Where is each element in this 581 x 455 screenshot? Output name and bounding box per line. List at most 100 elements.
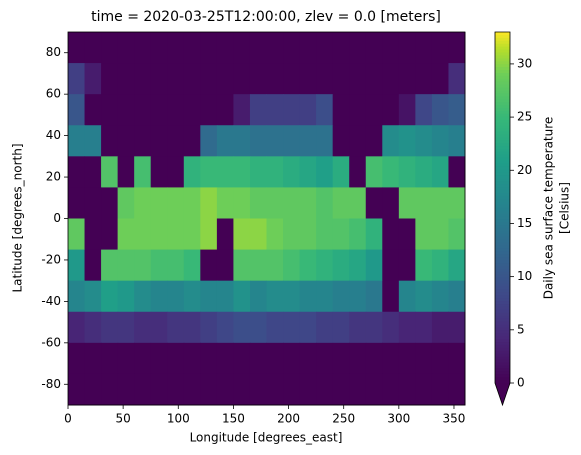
heatmap-cell — [150, 373, 168, 406]
heatmap-cell — [266, 249, 284, 282]
heatmap-cell — [233, 249, 251, 282]
heatmap-cell — [415, 32, 433, 64]
colorbar-segment — [495, 116, 510, 121]
colorbar-segment — [495, 108, 510, 112]
heatmap-cell — [431, 125, 449, 157]
heatmap-cell — [101, 280, 119, 313]
heatmap-cell — [249, 94, 267, 126]
heatmap-cell — [84, 249, 102, 282]
heatmap-cell — [415, 249, 433, 282]
heatmap-cell — [398, 249, 416, 282]
colorbar-segment — [495, 315, 510, 320]
colorbar-segment — [495, 283, 510, 287]
x-axis-label: Longitude [degrees_east] — [190, 431, 343, 445]
y-tick-label: -60 — [41, 335, 61, 349]
colorbar-segment — [495, 239, 510, 244]
colorbar-segment — [495, 93, 510, 97]
heatmap-cell — [216, 156, 234, 188]
heatmap-cell — [382, 187, 400, 219]
heatmap-cell — [249, 280, 267, 313]
colorbar-segment — [495, 175, 510, 179]
heatmap-cell — [349, 280, 367, 313]
colorbar-segment — [495, 113, 510, 118]
heatmap-cell — [266, 187, 284, 219]
colorbar-segment — [495, 286, 510, 290]
heatmap-cell — [117, 249, 135, 282]
colorbar-segment — [495, 236, 510, 241]
heatmap-cell — [266, 342, 284, 375]
colorbar-segment — [495, 64, 510, 68]
heatmap-cell — [216, 249, 234, 282]
heatmap-cell — [68, 249, 86, 282]
heatmap-cell — [216, 94, 234, 126]
heatmap-cell — [283, 125, 301, 157]
heatmap-cell — [233, 342, 251, 375]
heatmap-cell — [365, 156, 383, 188]
colorbar-tick-label: 25 — [517, 110, 532, 124]
heatmap-cell — [448, 32, 466, 64]
heatmap-cell — [200, 32, 218, 64]
heatmap-cell — [299, 94, 317, 126]
heatmap-cell — [266, 125, 284, 157]
heatmap-cell — [167, 373, 185, 406]
colorbar-segment — [495, 143, 510, 147]
heatmap-cell — [448, 94, 466, 126]
heatmap-cell — [249, 156, 267, 188]
heatmap-cell — [84, 342, 102, 375]
heatmap-cell — [349, 373, 367, 406]
heatmap-cell — [101, 311, 119, 344]
y-tick-label: 80 — [46, 45, 61, 59]
heatmap-cell — [68, 94, 86, 126]
colorbar-segment — [495, 292, 510, 296]
heatmap-cell — [84, 187, 102, 219]
heatmap-cell — [216, 311, 234, 344]
colorbar-tick-label: 15 — [517, 216, 532, 230]
heatmap-cell — [150, 94, 168, 126]
heatmap-cell — [283, 156, 301, 188]
colorbar-segment — [495, 347, 510, 352]
colorbar-segment — [495, 233, 510, 238]
colorbar-segment — [495, 251, 510, 255]
heatmap-cell — [415, 373, 433, 406]
heatmap-cell — [299, 373, 317, 406]
heatmap-cell — [183, 342, 201, 375]
heatmap-cell — [249, 125, 267, 157]
heatmap-cell — [117, 342, 135, 375]
colorbar-segment — [495, 99, 510, 103]
heatmap-cell — [249, 373, 267, 406]
colorbar-segment — [495, 37, 510, 42]
heatmap-cell — [299, 342, 317, 375]
heatmap-cell — [134, 94, 152, 126]
heatmap-cell — [84, 63, 102, 95]
colorbar-segment — [495, 230, 510, 235]
heatmap-cell — [316, 280, 334, 313]
colorbar-segment — [495, 192, 510, 197]
colorbar-segment — [495, 242, 510, 247]
colorbar-segment — [495, 49, 510, 53]
heatmap-cell — [283, 342, 301, 375]
heatmap-cell — [316, 32, 334, 64]
heatmap-cell — [183, 218, 201, 251]
heatmap-cell — [415, 156, 433, 188]
colorbar-segment — [495, 254, 510, 258]
x-tick-label: 100 — [167, 412, 190, 426]
heatmap-cell — [200, 63, 218, 95]
heatmap-cell — [415, 280, 433, 313]
heatmap-cell — [299, 156, 317, 188]
heatmap-cell — [349, 63, 367, 95]
colorbar-segment — [495, 295, 510, 299]
heatmap-cell — [249, 342, 267, 375]
heatmap-cell — [431, 311, 449, 344]
x-tick-label: 50 — [115, 412, 130, 426]
heatmap-cell — [415, 218, 433, 251]
heatmap-cell — [68, 373, 86, 406]
colorbar-segment — [495, 312, 510, 317]
heatmap-cell — [183, 311, 201, 344]
colorbar-label: Daily sea surface temperature — [542, 117, 556, 300]
colorbar-segment — [495, 380, 510, 384]
heatmap-cell — [233, 311, 251, 344]
heatmap-cell — [216, 373, 234, 406]
heatmap-cell — [415, 125, 433, 157]
colorbar-segment — [495, 140, 510, 144]
heatmap-cell — [249, 218, 267, 251]
